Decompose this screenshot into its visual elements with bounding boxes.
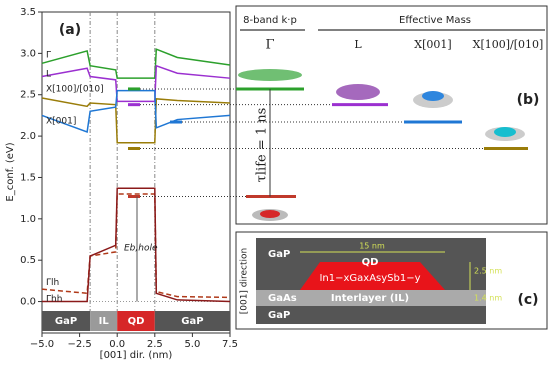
x-tick-label: −2.5	[67, 339, 91, 350]
x-tick-label: 2.5	[147, 339, 163, 350]
series-label: Γ	[46, 51, 51, 61]
region-label: GaP	[181, 316, 203, 327]
qd-label: QD	[362, 257, 379, 268]
y-tick-label: 0.0	[20, 297, 36, 308]
region-label: QD	[128, 316, 145, 327]
region-label: IL	[99, 316, 110, 327]
panel-c-frame	[235, 231, 548, 330]
series-label: X[001]	[46, 117, 76, 127]
series-label: Γhh	[46, 295, 62, 305]
annotation: Eb,hole	[124, 243, 158, 253]
region	[154, 311, 230, 331]
plot-frame	[41, 11, 231, 334]
region	[42, 311, 91, 331]
column-label: Γ	[265, 38, 274, 53]
layer-label: GaP	[268, 310, 290, 321]
column-label: X[100]/[010]	[473, 38, 544, 51]
region-label: GaP	[55, 316, 77, 327]
series-line	[41, 97, 231, 144]
panel-b-frame	[235, 5, 548, 225]
y-tick-label: 2.5	[20, 90, 36, 101]
region	[90, 311, 118, 331]
y-tick-label: 2.0	[20, 131, 36, 142]
panel-label: (c)	[517, 292, 538, 308]
header: 8-band k·p	[243, 15, 297, 26]
wavefunction	[336, 84, 380, 100]
quantum-dot	[300, 262, 445, 290]
axis-label: [001] direction	[240, 248, 250, 315]
y-tick-label: 3.5	[20, 7, 36, 18]
y-axis-label: E_conf. (eV)	[5, 142, 16, 201]
layer	[256, 290, 486, 306]
wavefunction	[260, 210, 280, 218]
x-tick-label: 5.0	[184, 339, 200, 350]
panel-label: (a)	[59, 22, 81, 38]
wavefunction	[422, 91, 444, 101]
wavefunction	[238, 69, 302, 81]
layer-label: GaAs	[268, 293, 297, 304]
y-tick-label: 0.5	[20, 255, 36, 266]
lifetime: τlife = 1 ns	[255, 108, 270, 183]
x-axis-label: [001] dir. (nm)	[100, 350, 173, 361]
layer-label: GaP	[268, 249, 290, 260]
column-label: X[001]	[414, 38, 451, 51]
series-line	[42, 187, 231, 303]
panel-label: (b)	[517, 92, 540, 108]
series-label: L	[46, 70, 51, 80]
layer-label: Interlayer (IL)	[331, 293, 409, 304]
x-tick-label: −5.0	[30, 339, 54, 350]
dimension: 15 nm	[359, 242, 385, 251]
x-tick-label: 0.0	[109, 339, 125, 350]
y-tick-label: 1.5	[20, 172, 36, 183]
qd-material: In1−xGaxAsySb1−y	[319, 273, 420, 284]
series-label: Γlh	[46, 278, 59, 288]
column-label: L	[354, 38, 362, 51]
y-tick-label: 1.0	[20, 214, 36, 225]
y-tick-label: 3.0	[20, 48, 36, 59]
x-tick-label: 7.5	[222, 339, 238, 350]
series-line	[41, 64, 231, 103]
series-line	[41, 48, 231, 79]
dimension: 1.4 nm	[474, 294, 502, 303]
wavefunction	[494, 127, 516, 137]
series-label: X[100]/[010]	[46, 84, 104, 94]
dimension: 2.5 nm	[474, 267, 502, 276]
header: Effective Mass	[399, 15, 471, 26]
region	[117, 311, 155, 331]
